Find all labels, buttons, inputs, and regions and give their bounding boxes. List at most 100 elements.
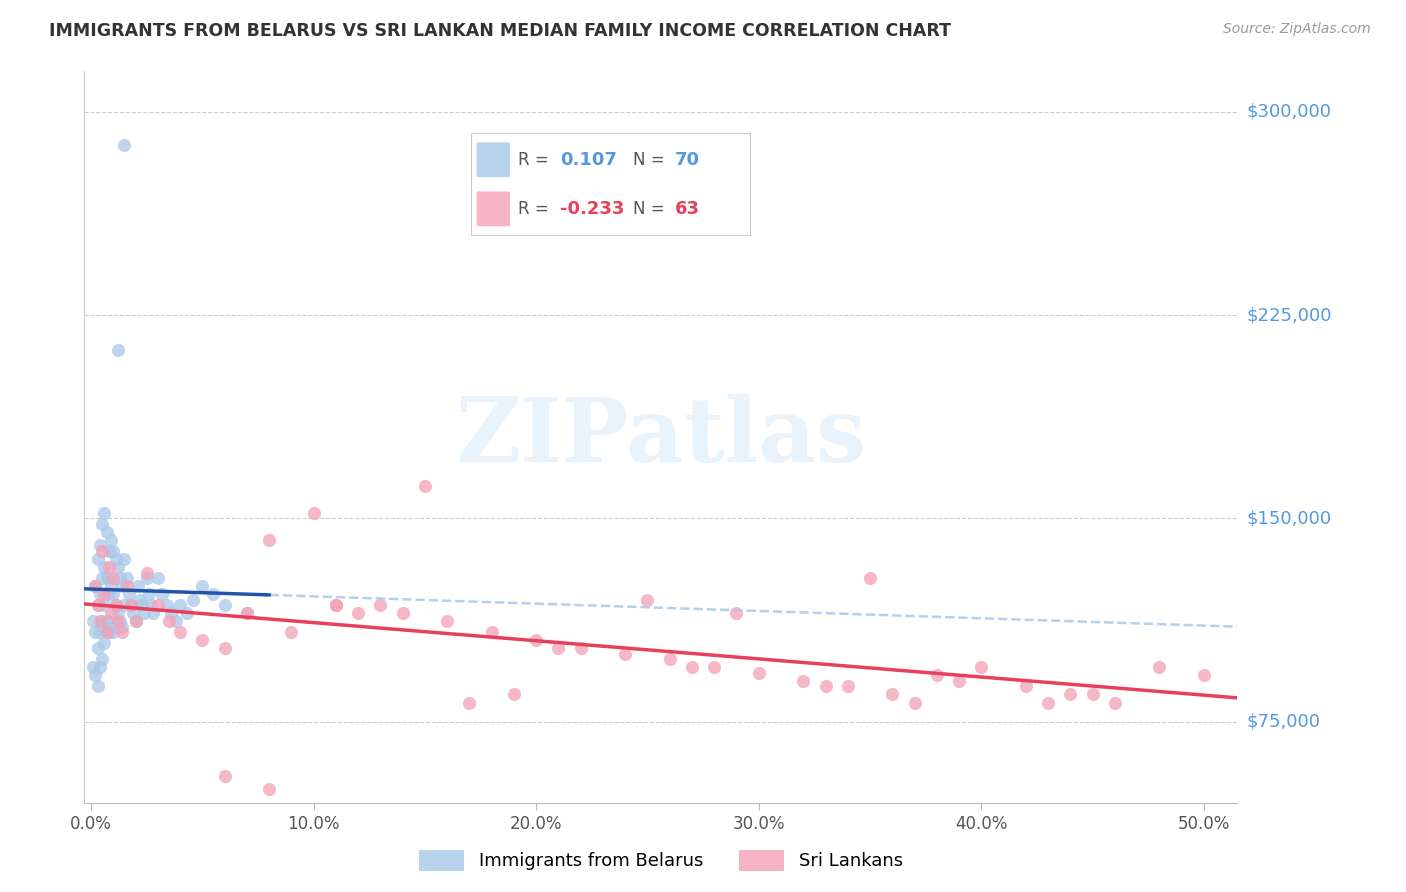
Text: R =: R = (519, 151, 550, 169)
Point (436, 615, 458, 629)
Point (176, 606, 198, 620)
Point (108, 571, 131, 585)
FancyBboxPatch shape (477, 192, 510, 227)
Point (614, 647, 637, 661)
Point (127, 579, 149, 593)
Point (91, 652, 114, 666)
Point (104, 552, 127, 566)
Point (103, 544, 125, 558)
Point (280, 625, 302, 640)
Point (142, 606, 165, 620)
Point (84, 625, 107, 640)
Point (681, 660, 703, 674)
Point (837, 679, 859, 693)
Point (96, 625, 118, 640)
Point (118, 587, 141, 601)
Point (157, 615, 180, 629)
Point (725, 606, 748, 620)
Point (86, 598, 108, 612)
Point (859, 571, 882, 585)
Point (202, 587, 225, 601)
Point (257, 782, 280, 797)
Point (112, 552, 135, 566)
Point (792, 673, 814, 688)
Point (1149, 660, 1171, 674)
Point (89, 660, 111, 674)
Point (370, 598, 392, 612)
Text: ZIPatlas: ZIPatlas (456, 393, 866, 481)
Point (131, 598, 153, 612)
Point (93, 598, 115, 612)
Point (413, 479, 436, 493)
Text: $75,000: $75,000 (1246, 713, 1320, 731)
Point (107, 615, 129, 629)
Point (86, 679, 108, 693)
Point (481, 625, 503, 640)
Point (124, 615, 146, 629)
Point (96, 571, 118, 585)
Point (91, 516, 114, 531)
Point (86, 598, 108, 612)
Text: 63: 63 (675, 200, 700, 218)
Point (146, 571, 169, 585)
Point (160, 606, 183, 620)
Point (569, 641, 592, 656)
Point (84, 579, 107, 593)
Text: 70: 70 (675, 151, 700, 169)
Point (97, 587, 120, 601)
Point (86, 552, 108, 566)
Point (107, 560, 129, 574)
Text: Source: ZipAtlas.com: Source: ZipAtlas.com (1223, 22, 1371, 37)
Point (103, 587, 125, 601)
Point (547, 641, 569, 656)
Point (183, 592, 205, 607)
Point (1059, 688, 1081, 702)
Text: $300,000: $300,000 (1246, 103, 1331, 121)
Point (89, 587, 111, 601)
Point (103, 571, 125, 585)
Point (115, 571, 138, 585)
Point (814, 679, 837, 693)
Point (236, 606, 259, 620)
Point (135, 566, 157, 580)
Text: N =: N = (633, 200, 665, 218)
Point (1192, 668, 1215, 682)
Point (191, 633, 214, 648)
Point (93, 560, 115, 574)
Point (100, 579, 122, 593)
Point (191, 579, 214, 593)
Text: 0.107: 0.107 (561, 151, 617, 169)
Point (236, 606, 259, 620)
Text: -0.233: -0.233 (561, 200, 624, 218)
Point (84, 579, 107, 593)
Point (1081, 688, 1104, 702)
Point (970, 660, 993, 674)
Point (257, 533, 280, 547)
Point (1036, 696, 1059, 710)
Point (97, 544, 120, 558)
Point (139, 598, 162, 612)
Point (89, 625, 111, 640)
Point (100, 533, 122, 547)
Point (111, 625, 134, 640)
Point (156, 598, 179, 612)
Point (100, 606, 122, 620)
Point (96, 524, 118, 539)
Point (107, 606, 129, 620)
Point (1104, 696, 1126, 710)
Point (107, 343, 129, 358)
Point (524, 633, 547, 648)
Text: $150,000: $150,000 (1246, 509, 1331, 527)
Point (135, 571, 157, 585)
Point (134, 606, 156, 620)
Point (122, 606, 145, 620)
Point (103, 625, 125, 640)
Point (89, 615, 111, 629)
Text: N =: N = (633, 151, 665, 169)
Point (93, 636, 115, 650)
Point (115, 579, 138, 593)
Point (111, 620, 134, 634)
Text: R =: R = (519, 200, 550, 218)
Point (146, 598, 169, 612)
Point (325, 598, 347, 612)
